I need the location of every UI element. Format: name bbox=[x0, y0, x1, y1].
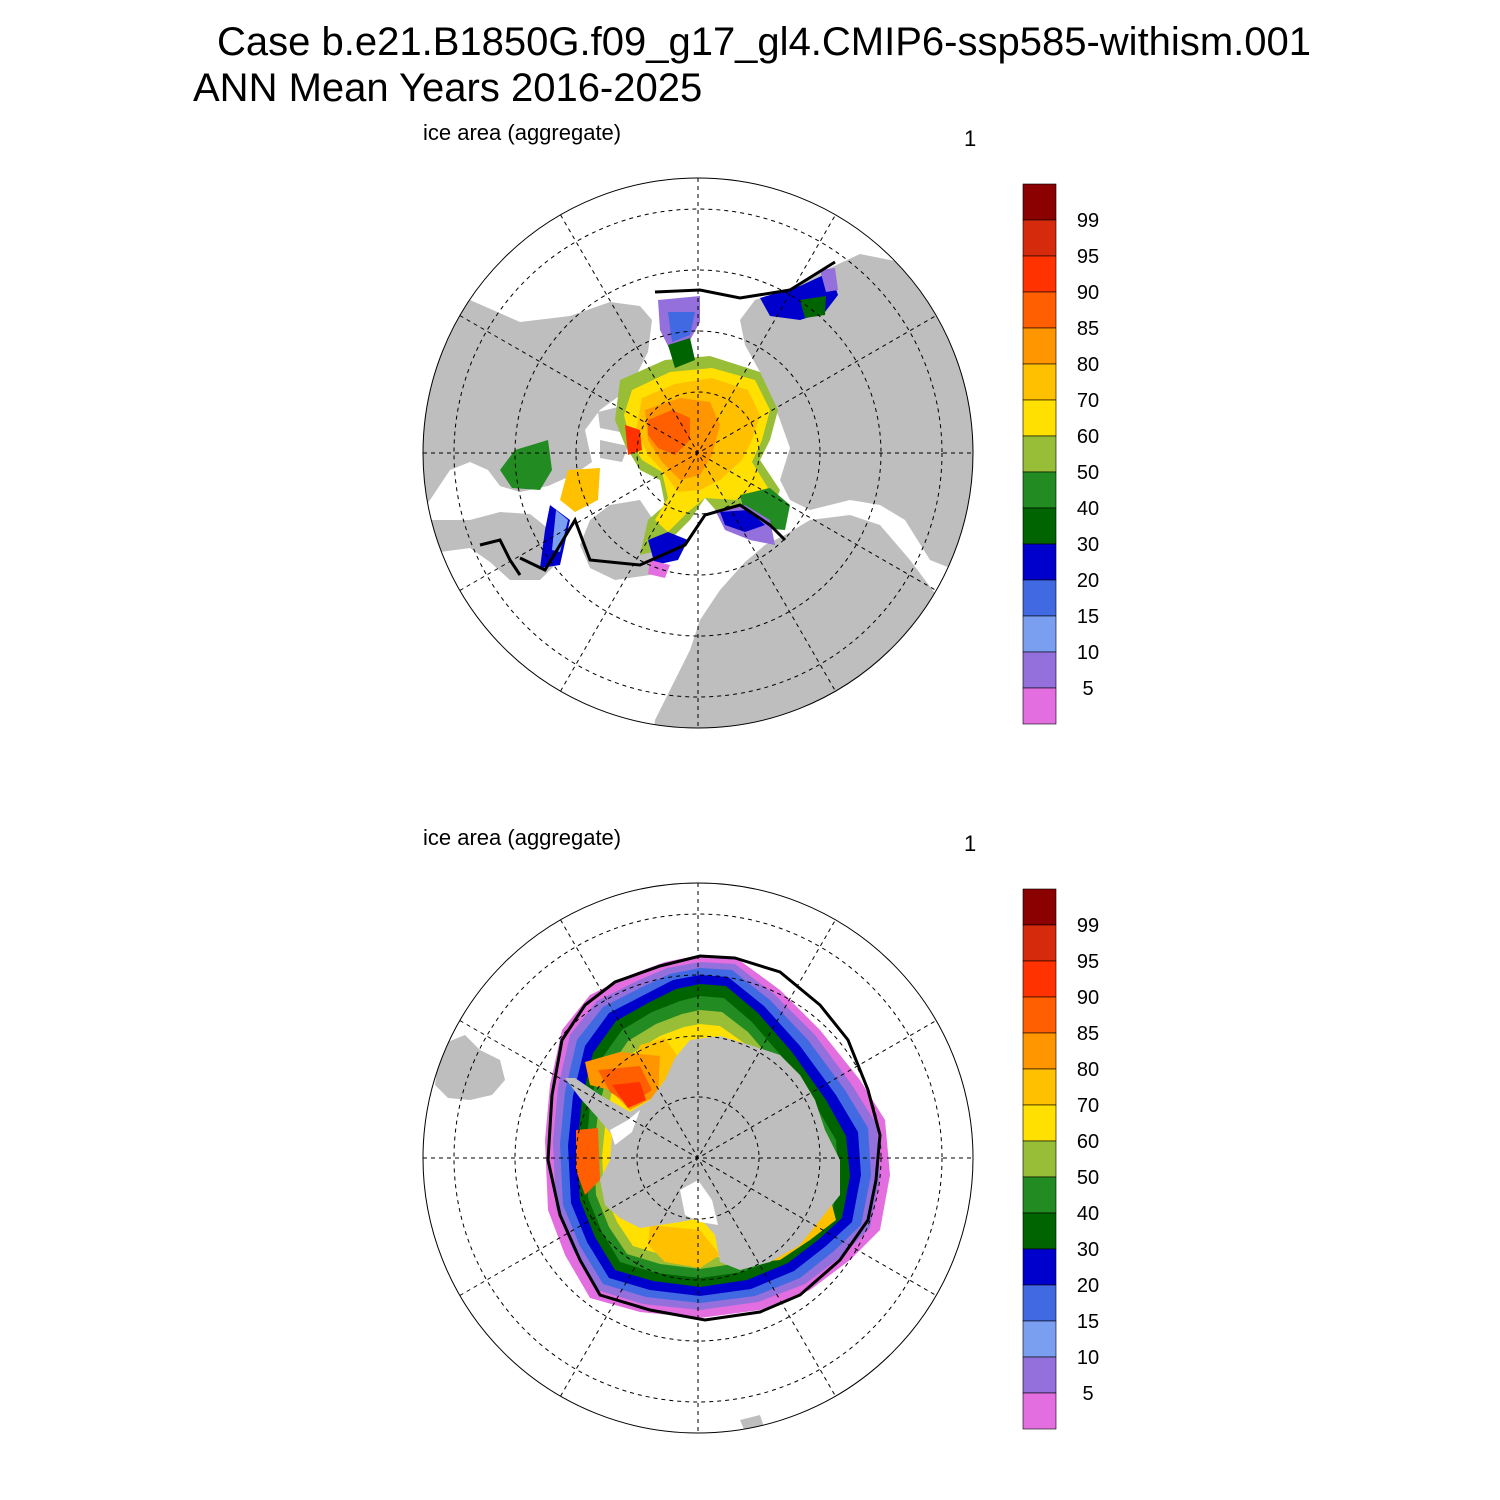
arctic-colorbar-label: 50 bbox=[1077, 462, 1099, 484]
arctic-observed-edge bbox=[479, 260, 836, 576]
arctic-colorbar-swatch bbox=[1022, 363, 1057, 401]
antarctic-colorbar-label: 95 bbox=[1077, 951, 1099, 973]
antarctic-colorbar-label: 30 bbox=[1077, 1239, 1099, 1261]
antarctic-colorbar-label: 40 bbox=[1077, 1203, 1099, 1225]
antarctic-colorbar-swatch bbox=[1022, 1176, 1057, 1214]
antarctic-colorbar-label: 15 bbox=[1077, 1311, 1099, 1333]
figure-title-line1: Case b.e21.B1850G.f09_g17_gl4.CMIP6-ssp5… bbox=[217, 20, 1311, 64]
arctic-colorbar-label: 20 bbox=[1077, 570, 1099, 592]
antarctic-colorbar-swatch bbox=[1022, 1320, 1057, 1358]
antarctic-colorbar-label: 60 bbox=[1077, 1131, 1099, 1153]
antarctic-colorbar-swatch bbox=[1022, 960, 1057, 998]
antarctic-colorbar-label: 99 bbox=[1077, 915, 1099, 937]
antarctic-colorbar-swatch bbox=[1022, 1068, 1057, 1106]
arctic-units-label: 1 bbox=[964, 126, 977, 151]
arctic-colorbar-label: 5 bbox=[1082, 678, 1093, 700]
antarctica-land bbox=[565, 1036, 840, 1270]
arctic-colorbar-label: 70 bbox=[1077, 390, 1099, 412]
arctic-colorbar-label: 90 bbox=[1077, 282, 1099, 304]
arctic-colorbar-label: 95 bbox=[1077, 246, 1099, 268]
arctic-colorbar-label: 60 bbox=[1077, 426, 1099, 448]
arctic-colorbar-swatch bbox=[1022, 183, 1057, 221]
antarctic-colorbar-label: 50 bbox=[1077, 1167, 1099, 1189]
antarctic-colorbar-label: 5 bbox=[1082, 1383, 1093, 1405]
arctic-colorbar-label: 80 bbox=[1077, 354, 1099, 376]
antarctic-colorbar-swatch bbox=[1022, 1032, 1057, 1070]
arctic-colorbar-label: 85 bbox=[1077, 318, 1099, 340]
arctic-colorbar-swatch bbox=[1022, 255, 1057, 293]
arctic-colorbar-swatch bbox=[1022, 615, 1057, 653]
arctic-colorbar-label: 10 bbox=[1077, 642, 1099, 664]
antarctic-colorbar: 99 95 90 85 80 70 60 50 40 30 20 15 10 5 bbox=[1022, 888, 1099, 1430]
antarctic-observed-edge bbox=[546, 954, 882, 1322]
antarctic-colorbar-swatch bbox=[1022, 1284, 1057, 1322]
antarctic-colorbar-label: 90 bbox=[1077, 987, 1099, 1009]
figure-title-line2: ANN Mean Years 2016-2025 bbox=[193, 66, 703, 110]
antarctic-graticule bbox=[423, 883, 973, 1433]
arctic-field-label: ice area (aggregate) bbox=[423, 120, 622, 145]
antarctic-colorbar-swatch bbox=[1022, 888, 1057, 926]
arctic-colorbar-swatch bbox=[1022, 579, 1057, 617]
arctic-colorbar-swatch bbox=[1022, 291, 1057, 329]
antarctic-units-label: 1 bbox=[964, 831, 977, 856]
arctic-colorbar-swatch bbox=[1022, 327, 1057, 365]
arctic-colorbar-swatch bbox=[1022, 687, 1057, 725]
arctic-graticule bbox=[423, 178, 973, 728]
antarctic-colorbar-swatch bbox=[1022, 996, 1057, 1034]
arctic-colorbar-label: 99 bbox=[1077, 210, 1099, 232]
arctic-colorbar-swatch bbox=[1022, 219, 1057, 257]
antarctic-map bbox=[422, 882, 974, 1434]
antarctic-colorbar-swatch bbox=[1022, 1140, 1057, 1178]
arctic-map bbox=[422, 177, 974, 729]
arctic-colorbar-swatch bbox=[1022, 399, 1057, 437]
antarctic-field-label: ice area (aggregate) bbox=[423, 825, 622, 850]
arctic-colorbar-label: 40 bbox=[1077, 498, 1099, 520]
arctic-colorbar-swatch bbox=[1022, 507, 1057, 545]
antarctic-colorbar-label: 70 bbox=[1077, 1095, 1099, 1117]
antarctic-colorbar-swatch bbox=[1022, 1248, 1057, 1286]
arctic-colorbar-label: 30 bbox=[1077, 534, 1099, 556]
antarctic-colorbar-swatch bbox=[1022, 924, 1057, 962]
arctic-colorbar-swatch bbox=[1022, 543, 1057, 581]
antarctic-colorbar-label: 85 bbox=[1077, 1023, 1099, 1045]
arctic-colorbar-label: 15 bbox=[1077, 606, 1099, 628]
antarctic-colorbar-swatch bbox=[1022, 1104, 1057, 1142]
antarctic-colorbar-swatch bbox=[1022, 1356, 1057, 1394]
antarctic-colorbar-label: 20 bbox=[1077, 1275, 1099, 1297]
arctic-colorbar-swatch bbox=[1022, 471, 1057, 509]
antarctic-colorbar-label: 80 bbox=[1077, 1059, 1099, 1081]
antarctic-colorbar-swatch bbox=[1022, 1212, 1057, 1250]
arctic-colorbar: 99 95 90 85 80 70 60 50 40 30 20 15 10 5 bbox=[1022, 183, 1099, 725]
arctic-colorbar-swatch bbox=[1022, 435, 1057, 473]
antarctic-colorbar-swatch bbox=[1022, 1392, 1057, 1430]
arctic-colorbar-swatch bbox=[1022, 651, 1057, 689]
antarctic-colorbar-label: 10 bbox=[1077, 1347, 1099, 1369]
